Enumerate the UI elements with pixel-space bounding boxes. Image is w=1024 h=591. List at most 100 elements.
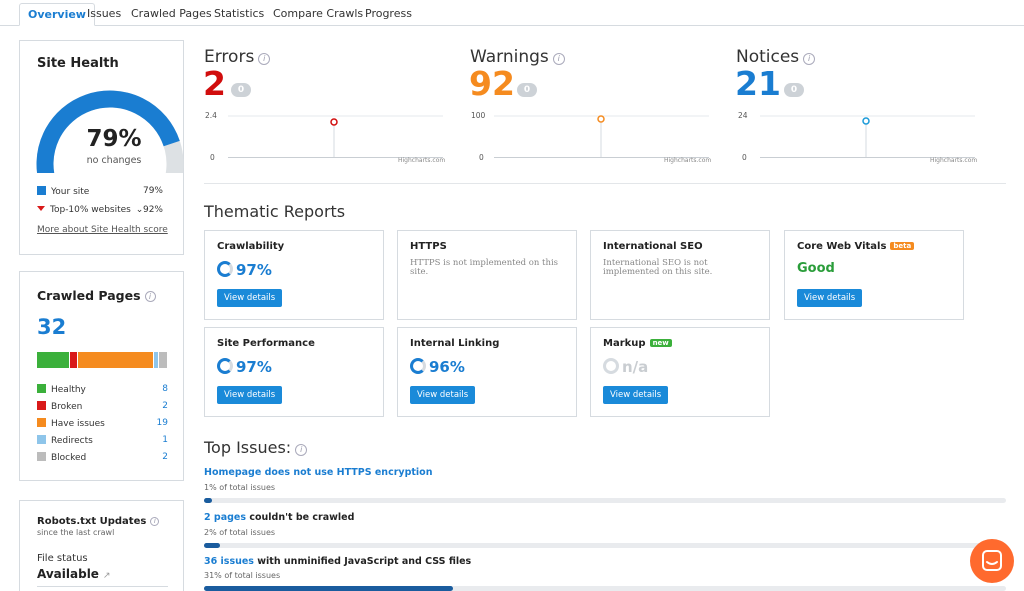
issue-link[interactable]: 36 issues <box>204 556 254 567</box>
report-card-crawlability: Crawlability 97% View details <box>204 230 384 320</box>
report-score: 97% <box>217 358 272 376</box>
report-score-text: 96% <box>429 358 465 376</box>
view-details-button[interactable]: View details <box>410 386 476 404</box>
row-label: Healthy <box>51 385 86 395</box>
view-details-button[interactable]: View details <box>217 289 283 307</box>
row-value[interactable]: 1 <box>162 435 168 445</box>
notices-change-badge: 0 <box>784 83 804 97</box>
issue-title: 2 pages couldn't be crawled <box>204 512 354 523</box>
tab-overview[interactable]: Overview <box>19 3 95 26</box>
list-item[interactable]: Redirects 1 <box>37 435 168 446</box>
notices-data-point[interactable] <box>862 117 870 125</box>
errors-change-badge: 0 <box>231 83 251 97</box>
warnings-count[interactable]: 92 <box>469 64 515 103</box>
report-status: Good <box>797 261 835 276</box>
issue-percent-suffix: of total issues <box>216 528 276 537</box>
errors-count[interactable]: 2 <box>203 64 226 103</box>
file-status-value[interactable]: Available ↗ <box>37 567 111 581</box>
progress-ring-icon <box>217 261 233 277</box>
tab-statistics[interactable]: Statistics <box>214 7 265 20</box>
list-item[interactable]: Healthy 8 <box>37 384 168 395</box>
report-name: Internal Linking <box>410 338 500 349</box>
info-icon[interactable]: i <box>803 53 816 65</box>
site-health-link[interactable]: More about Site Health score <box>37 225 168 235</box>
crawled-pages-title: Crawled Pages i <box>37 288 156 303</box>
legend-top10-value: 92% <box>142 205 163 215</box>
crawled-pages-card: Crawled Pages i 32 Healthy 8 Broken 2 Have … <box>19 271 184 481</box>
crawled-pages-bar-segment <box>37 352 69 368</box>
robots-title-text: Robots.txt Updates <box>37 516 147 527</box>
robots-title: Robots.txt Updates i <box>37 516 160 527</box>
view-details-button[interactable]: View details <box>217 386 283 404</box>
top-issues-title-text: Top Issues: <box>204 438 292 457</box>
gray-square-icon <box>37 452 46 461</box>
info-icon[interactable]: i <box>552 53 565 65</box>
highcharts-credit[interactable]: Highcharts.com <box>664 157 712 164</box>
row-value[interactable]: 19 <box>156 418 168 428</box>
row-value[interactable]: 8 <box>162 384 168 394</box>
legend-your-site-label: Your site <box>51 187 90 197</box>
list-item[interactable]: Have issues 19 <box>37 418 168 429</box>
notices-ymin: 0 <box>742 153 747 162</box>
legend-top10[interactable]: Top-10% websites ⌄ 92% <box>37 205 163 215</box>
light-blue-square-icon <box>37 435 46 444</box>
tab-progress[interactable]: Progress <box>365 7 412 20</box>
issue-percent-value: 1% <box>204 483 217 492</box>
issue-progress-fill <box>204 543 221 548</box>
chat-button[interactable] <box>970 539 1014 583</box>
tab-issues[interactable]: Issues <box>87 7 122 20</box>
issue-percent-value: 31% <box>204 571 222 580</box>
info-icon[interactable]: i <box>295 444 308 456</box>
row-value[interactable]: 2 <box>162 452 168 462</box>
issue-percent: 31% of total issues <box>204 571 280 580</box>
external-link-icon[interactable]: ↗ <box>102 571 111 581</box>
report-card-markup: Markup new n/a View details <box>590 327 770 417</box>
view-details-button[interactable]: View details <box>797 289 863 307</box>
warnings-change-badge: 0 <box>517 83 537 97</box>
site-health-gauge-fill <box>36 90 180 173</box>
issue-link[interactable]: 2 pages <box>204 512 247 523</box>
divider <box>37 586 168 587</box>
blue-square-icon <box>37 186 46 195</box>
info-icon[interactable]: i <box>150 517 160 526</box>
issue-text: with unminified JavaScript and CSS files <box>253 556 472 567</box>
tab-crawled-pages[interactable]: Crawled Pages <box>131 7 212 20</box>
view-details-button[interactable]: View details <box>603 386 669 404</box>
report-score: 97% <box>217 261 272 279</box>
site-health-percent: 79% <box>86 126 142 152</box>
warnings-title-text: Warnings <box>470 47 549 67</box>
legend-your-site: Your site 79% <box>37 186 163 197</box>
crawled-pages-total[interactable]: 32 <box>37 315 67 339</box>
highcharts-credit[interactable]: Highcharts.com <box>930 157 978 164</box>
issue-progress-bar <box>204 543 1006 548</box>
report-note: HTTPS is not implemented on this site. <box>410 258 559 277</box>
tab-compare-crawls[interactable]: Compare Crawls <box>273 7 364 20</box>
legend-top10-label: Top-10% websites <box>50 205 131 215</box>
green-square-icon <box>37 384 46 393</box>
info-icon[interactable]: i <box>258 53 271 65</box>
progress-ring-icon <box>410 358 426 374</box>
warnings-data-point[interactable] <box>597 115 605 123</box>
row-label: Broken <box>51 402 83 412</box>
list-item[interactable]: Broken 2 <box>37 401 168 412</box>
errors-title: Errors i <box>204 47 271 67</box>
issue-link[interactable]: Homepage does not use HTTPS encryption <box>204 467 433 478</box>
notices-count[interactable]: 21 <box>735 64 781 103</box>
row-label: Have issues <box>51 419 105 429</box>
errors-data-point[interactable] <box>330 118 338 126</box>
warnings-ymin: 0 <box>479 153 484 162</box>
row-value[interactable]: 2 <box>162 401 168 411</box>
robots-card: Robots.txt Updates i since the last crawl… <box>19 500 184 591</box>
issue-title[interactable]: Homepage does not use HTTPS encryption <box>204 467 432 478</box>
highcharts-credit[interactable]: Highcharts.com <box>398 157 446 164</box>
report-name-text: Markup <box>603 338 646 349</box>
chevron-down-icon[interactable]: ⌄ <box>135 205 144 215</box>
issue-percent-value: 2% <box>204 528 217 537</box>
issue-progress-bar <box>204 586 1006 591</box>
issue-percent-suffix: of total issues <box>216 483 276 492</box>
list-item[interactable]: Blocked 2 <box>37 452 168 463</box>
file-status-text: Available <box>37 567 99 581</box>
issue-percent: 1% of total issues <box>204 483 275 492</box>
info-icon[interactable]: i <box>144 291 156 302</box>
errors-sparkline <box>228 115 443 158</box>
